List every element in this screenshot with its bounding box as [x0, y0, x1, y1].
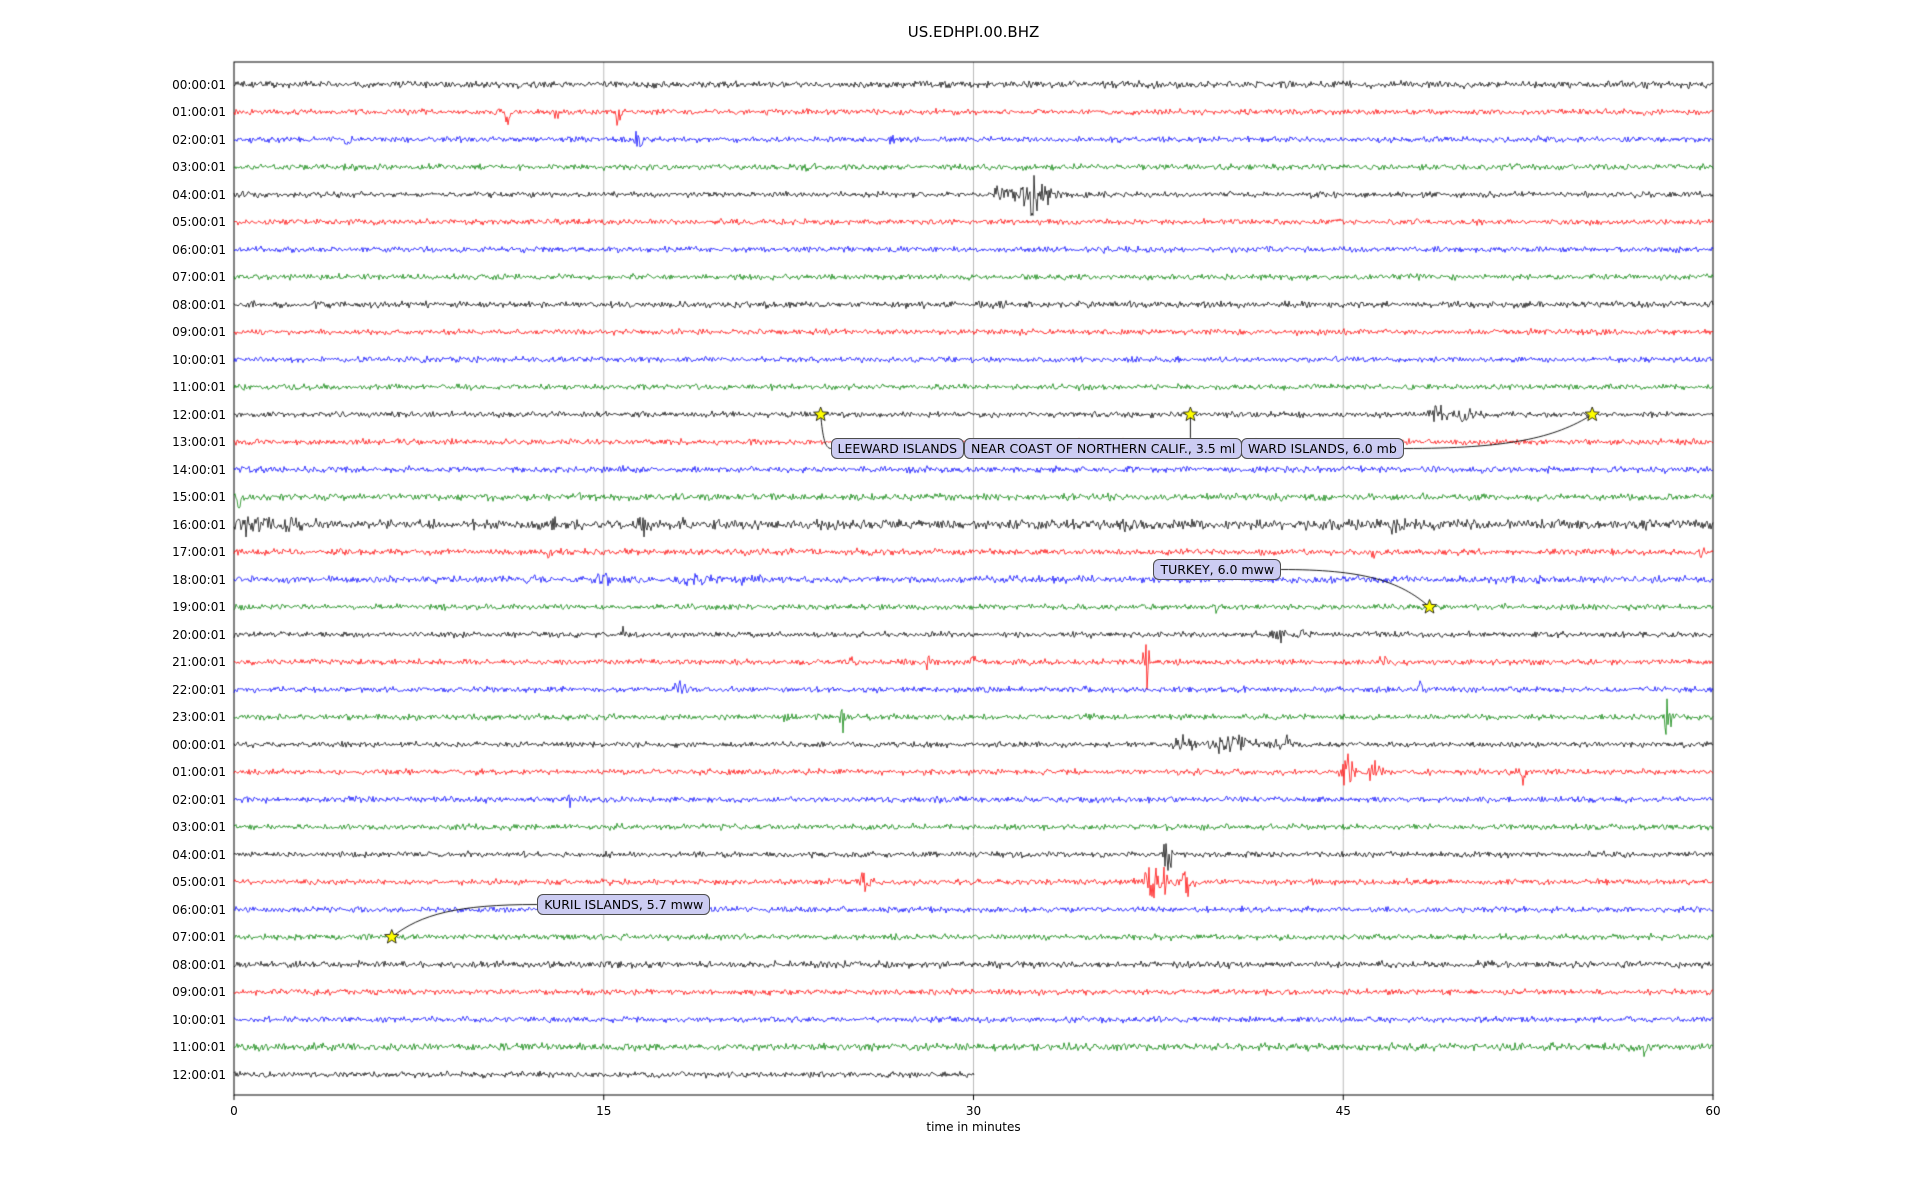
y-axis-label: 15:00:01 [172, 490, 226, 504]
y-axis-label: 09:00:01 [172, 985, 226, 999]
event-label: KURIL ISLANDS, 5.7 mww [537, 893, 711, 915]
y-axis-label: 04:00:01 [172, 187, 226, 202]
y-axis-label: 20:00:01 [172, 627, 226, 642]
y-axis-label: 17:00:01 [172, 545, 226, 559]
event-label: TURKEY, 6.0 mww [1153, 559, 1282, 581]
y-axis-label: 13:00:01 [172, 435, 226, 449]
y-axis-label: 07:00:01 [172, 930, 226, 944]
y-axis-label: 01:00:01 [172, 765, 226, 779]
y-axis-label: 12:00:01 [172, 407, 226, 422]
event-label: WARD ISLANDS, 6.0 mb [1241, 438, 1404, 460]
y-axis-label: 00:00:01 [172, 77, 226, 92]
y-axis-label: 02:00:01 [172, 132, 226, 147]
x-tick-label: 15 [596, 1104, 612, 1118]
y-axis-label: 08:00:01 [172, 957, 226, 972]
y-axis-label: 12:00:01 [172, 1067, 226, 1082]
plot-title: US.EDHPI.00.BHZ [907, 23, 1040, 41]
y-axis-label: 18:00:01 [172, 572, 226, 587]
y-axis-label: 14:00:01 [172, 462, 226, 477]
y-axis-label: 10:00:01 [172, 1012, 226, 1027]
y-axis-label: 03:00:01 [172, 820, 226, 834]
event-label: LEEWARD ISLANDS [830, 438, 965, 460]
y-axis-label: 02:00:01 [172, 792, 226, 807]
x-tick-label: 45 [1335, 1104, 1351, 1118]
y-axis-label: 05:00:01 [172, 215, 226, 229]
y-axis-label: 09:00:01 [172, 325, 226, 339]
x-tick-label: 0 [230, 1104, 238, 1118]
y-axis-label: 23:00:01 [172, 710, 226, 724]
event-label: NEAR COAST OF NORTHERN CALIF., 3.5 ml [964, 438, 1243, 460]
y-axis-label: 21:00:01 [172, 655, 226, 669]
y-axis-label: 06:00:01 [172, 242, 226, 257]
y-axis-label: 07:00:01 [172, 270, 226, 284]
y-axis-label: 16:00:01 [172, 517, 226, 532]
y-axis-label: 04:00:01 [172, 847, 226, 862]
x-tick-label: 30 [965, 1104, 982, 1118]
y-axis-label: 22:00:01 [172, 682, 226, 697]
x-axis-title: time in minutes [926, 1120, 1021, 1134]
y-axis-label: 00:00:01 [172, 737, 226, 752]
y-axis-label: 10:00:01 [172, 352, 226, 367]
y-axis-label: 19:00:01 [172, 600, 226, 614]
y-axis-label: 08:00:01 [172, 297, 226, 312]
x-tick-label: 60 [1705, 1104, 1721, 1118]
y-axis-label: 01:00:01 [172, 105, 226, 119]
y-axis-label: 05:00:01 [172, 875, 226, 889]
y-axis-label: 03:00:01 [172, 160, 226, 174]
y-axis-label: 11:00:01 [172, 1040, 226, 1054]
y-axis-label: 06:00:01 [172, 902, 226, 917]
y-axis-label: 11:00:01 [172, 380, 226, 394]
